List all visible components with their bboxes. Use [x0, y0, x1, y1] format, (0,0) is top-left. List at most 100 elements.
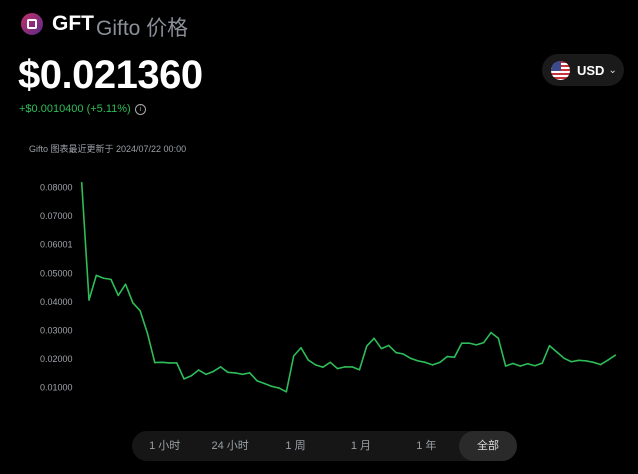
- data-point: [168, 362, 171, 364]
- data-point: [234, 372, 237, 374]
- coin-name: Gifto 价格: [96, 17, 189, 40]
- data-point: [439, 361, 441, 364]
- data-point: [219, 366, 222, 368]
- data-point: [431, 364, 434, 366]
- range-button[interactable]: 全部: [459, 431, 518, 461]
- data-point: [417, 360, 419, 362]
- data-point: [336, 367, 339, 370]
- data-point: [475, 344, 478, 346]
- data-point: [395, 351, 397, 354]
- data-point: [482, 341, 485, 344]
- price-change-value: +$0.0010400 (+5.11%): [19, 103, 131, 115]
- data-point: [292, 355, 295, 357]
- data-point: [614, 354, 617, 356]
- data-point: [358, 368, 361, 371]
- data-point: [563, 357, 565, 360]
- data-point: [80, 181, 83, 184]
- coin-symbol: GFT: [52, 12, 94, 35]
- data-point: [402, 353, 405, 355]
- data-point: [241, 373, 244, 376]
- y-tick-label: 0.05000: [40, 268, 73, 278]
- data-point: [351, 366, 353, 368]
- data-point: [314, 364, 317, 366]
- data-point: [270, 385, 273, 388]
- data-point: [212, 370, 215, 373]
- last-updated: Gifto 图表最近更新于 2024/07/22 00:00: [29, 144, 187, 154]
- data-point: [278, 387, 280, 389]
- data-point: [577, 359, 580, 362]
- currency-selector[interactable]: USD ⌄: [542, 54, 624, 86]
- y-tick-label: 0.03000: [40, 326, 73, 336]
- data-point: [102, 277, 105, 280]
- data-point: [460, 342, 463, 344]
- data-point: [365, 345, 368, 347]
- data-point: [504, 365, 507, 367]
- data-point: [124, 283, 127, 286]
- data-point: [256, 380, 258, 382]
- data-point: [556, 351, 558, 353]
- range-button[interactable]: 24 小时: [211, 440, 249, 452]
- data-point: [263, 382, 266, 385]
- data-point: [175, 362, 178, 364]
- data-point: [607, 359, 609, 361]
- data-point: [592, 361, 595, 364]
- current-price: $0.021360: [18, 53, 203, 97]
- data-point: [344, 366, 346, 368]
- data-point: [548, 344, 551, 347]
- data-point: [570, 360, 573, 363]
- data-point: [519, 365, 522, 367]
- data-point: [468, 342, 470, 344]
- data-point: [227, 371, 229, 374]
- data-point: [497, 337, 500, 340]
- data-point: [300, 346, 302, 349]
- data-point: [117, 294, 120, 297]
- y-tick-label: 0.06001: [40, 240, 73, 250]
- data-point: [373, 337, 375, 340]
- gifto-logo: [21, 13, 43, 35]
- data-point: [132, 302, 134, 304]
- range-button[interactable]: 1 月: [350, 440, 372, 452]
- data-point: [526, 362, 529, 365]
- data-point: [95, 274, 98, 277]
- data-point: [146, 332, 149, 335]
- price-chart: 0.08000 0.07000 0.06001 0.05000 0.04000 0.030…: [40, 181, 617, 393]
- data-point: [249, 372, 251, 374]
- data-point: [409, 357, 412, 360]
- currency-label: USD: [577, 62, 605, 78]
- data-point: [490, 331, 492, 334]
- y-tick-label: 0.04000: [40, 297, 73, 307]
- price-line: [80, 182, 616, 393]
- data-point: [329, 361, 332, 364]
- data-point: [197, 369, 200, 371]
- chevron-down-icon: ⌄: [608, 64, 617, 76]
- data-point: [88, 299, 90, 301]
- data-point: [446, 355, 448, 358]
- data-point: [453, 356, 456, 358]
- range-button[interactable]: 1 小时: [149, 440, 181, 452]
- data-point: [387, 344, 390, 347]
- y-tick-label: 0.07000: [40, 211, 73, 221]
- data-point: [424, 361, 427, 364]
- data-point: [153, 361, 156, 364]
- time-range-selector: 1 小时 24 小时 1 周 1 月 1 年 全部: [132, 431, 518, 461]
- data-point: [139, 310, 141, 312]
- y-tick-label: 0.02000: [40, 354, 73, 364]
- data-point: [599, 363, 602, 366]
- data-point: [285, 390, 288, 393]
- data-point: [585, 360, 587, 362]
- data-point: [307, 359, 310, 361]
- data-point: [534, 364, 536, 367]
- data-point: [110, 278, 112, 281]
- data-point: [205, 373, 207, 376]
- data-point: [322, 366, 324, 368]
- price-change: +$0.0010400 (+5.11%) i: [19, 103, 146, 115]
- us-flag-icon: [551, 60, 570, 80]
- data-point: [190, 374, 193, 377]
- info-icon[interactable]: i: [134, 103, 146, 115]
- y-tick-label: 0.01000: [40, 383, 73, 393]
- data-point: [161, 361, 163, 364]
- range-button[interactable]: 1 周: [285, 440, 306, 452]
- range-button[interactable]: 1 年: [416, 440, 437, 452]
- data-point: [380, 347, 383, 350]
- y-tick-label: 0.08000: [40, 183, 73, 193]
